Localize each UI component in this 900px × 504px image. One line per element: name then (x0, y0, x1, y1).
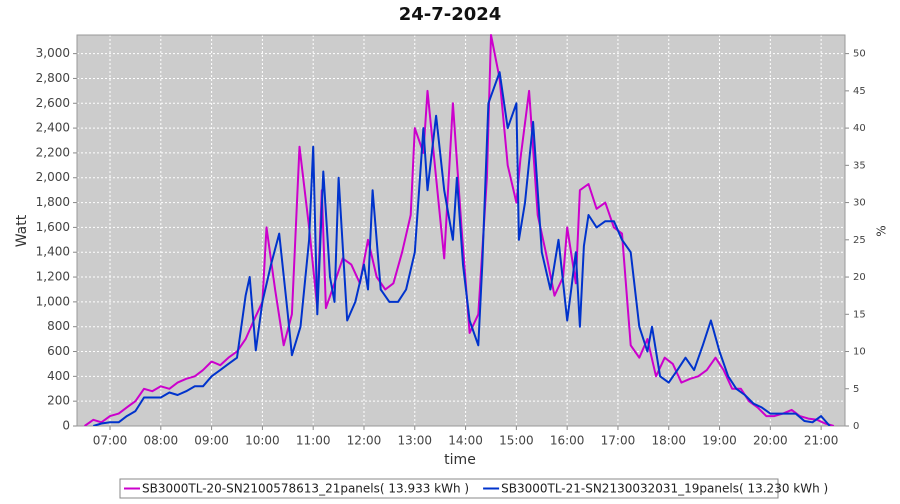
y2-tick-label: 10 (853, 347, 866, 358)
y-tick-label: 1,800 (36, 195, 70, 209)
plot-border (76, 34, 846, 427)
x-tick-label: 09:00 (194, 434, 229, 448)
x-tick-label: 14:00 (448, 434, 483, 448)
y-tick-label: 1,200 (36, 270, 70, 284)
y-tick-label: 800 (47, 319, 70, 333)
y-tick-label: 2,400 (36, 121, 70, 135)
x-tick-label: 13:00 (397, 434, 432, 448)
y-tick-label: 2,800 (36, 71, 70, 85)
y2-tick-label: 40 (853, 123, 866, 134)
y2-tick-label: 20 (853, 272, 866, 283)
x-tick-label: 16:00 (550, 434, 585, 448)
x-tick-label: 21:00 (804, 434, 839, 448)
x-axis-label: time (444, 452, 476, 468)
x-tick-label: 08:00 (144, 434, 179, 448)
x-tick-label: 10:00 (245, 434, 280, 448)
y-tick-label: 1,400 (36, 245, 70, 259)
legend-label: SB3000TL-20-SN2100578613_21panels( 13.93… (142, 482, 469, 496)
y2-tick-label: 30 (853, 198, 866, 209)
x-tick-label: 12:00 (347, 434, 382, 448)
series-group (84, 34, 835, 426)
y-tick-label: 3,000 (36, 46, 70, 60)
y-tick-label: 2,200 (36, 145, 70, 159)
y-tick-label: 2,600 (36, 96, 70, 110)
x-tick-label: 15:00 (499, 434, 534, 448)
y-tick-label: 400 (47, 369, 70, 383)
x-tick-label: 17:00 (601, 434, 636, 448)
y2-axis-label: % (875, 225, 889, 236)
x-tick-label: 07:00 (93, 434, 128, 448)
legend (119, 478, 779, 499)
y-tick-label: 0 (62, 419, 70, 433)
y-tick-label: 600 (47, 344, 70, 358)
chart-title: 24-7-2024 (399, 4, 502, 25)
y-axis-label: Watt (14, 214, 30, 247)
y2-tick-label: 0 (853, 421, 859, 432)
y-tick-label: 2,000 (36, 170, 70, 184)
series-line (93, 71, 831, 426)
y2-tick-label: 15 (853, 309, 866, 320)
y2-tick-label: 50 (853, 49, 866, 60)
x-tick-label: 20:00 (753, 434, 788, 448)
y2-tick-label: 35 (853, 160, 866, 171)
legend-label: SB3000TL-21-SN2130032031_19panels( 13.23… (501, 482, 828, 496)
y-tick-label: 1,600 (36, 220, 70, 234)
y-tick-label: 200 (47, 394, 70, 408)
x-tick-label: 11:00 (296, 434, 331, 448)
x-tick-label: 18:00 (651, 434, 686, 448)
y2-tick-label: 5 (853, 384, 859, 395)
y2-tick-label: 25 (853, 235, 866, 246)
x-tick-label: 19:00 (702, 434, 737, 448)
series-line (84, 34, 835, 426)
y-tick-label: 1,000 (36, 294, 70, 308)
y2-tick-label: 45 (853, 86, 866, 97)
